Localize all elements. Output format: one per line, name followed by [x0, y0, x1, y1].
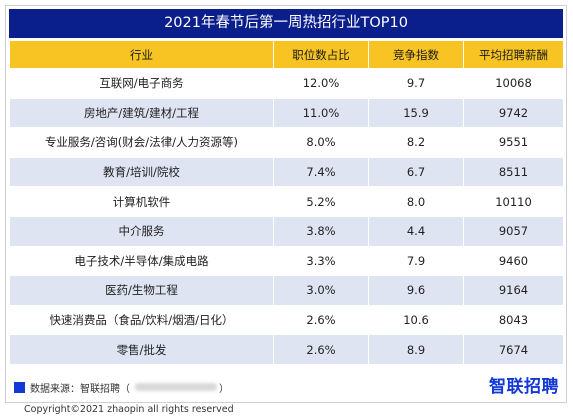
competition-cell: 4.4 — [368, 215, 464, 247]
column-header: 平均招聘薪酬 — [463, 40, 564, 69]
share-cell: 5.2% — [273, 186, 369, 217]
competition-cell: 15.9 — [368, 97, 464, 129]
table-row: 房地产/建筑/建材/工程 11.0% 15.9 9742 — [9, 97, 564, 129]
share-cell: 7.4% — [273, 156, 369, 188]
share-cell: 8.0% — [273, 127, 369, 158]
industry-cell: 零售/批发 — [9, 334, 274, 365]
salary-cell: 9742 — [463, 97, 564, 129]
competition-cell: 8.9 — [368, 334, 464, 365]
copyright: Copyright©2021 zhaopin all rights reserv… — [24, 404, 234, 415]
salary-cell: 7674 — [463, 334, 564, 365]
competition-cell: 8.0 — [368, 186, 464, 217]
salary-cell: 10068 — [463, 68, 564, 99]
table-row: 电子技术/半导体/集成电路 3.3% 7.9 9460 — [9, 245, 564, 277]
industry-cell: 中介服务 — [9, 215, 274, 247]
share-cell: 3.3% — [273, 245, 369, 277]
table-row: 计算机软件 5.2% 8.0 10110 — [9, 186, 564, 217]
salary-cell: 8043 — [463, 304, 564, 336]
share-cell: 2.6% — [273, 334, 369, 365]
share-cell: 3.0% — [273, 275, 369, 306]
blurred-source-detail — [135, 383, 217, 391]
share-cell: 3.8% — [273, 215, 369, 247]
chart-title: 2021年春节后第一周热招行业TOP10 — [9, 9, 563, 38]
salary-cell: 8511 — [463, 156, 564, 188]
table-row: 零售/批发 2.6% 8.9 7674 — [9, 334, 564, 365]
share-cell: 2.6% — [273, 304, 369, 336]
table-row: 专业服务/咨询(财会/法律/人力资源等) 8.0% 8.2 9551 — [9, 127, 564, 158]
zhaopin-logo: 智联招聘 — [489, 377, 559, 397]
competition-cell: 10.6 — [368, 304, 464, 336]
industry-cell: 电子技术/半导体/集成电路 — [9, 245, 274, 277]
table-row: 教育/培训/院校 7.4% 6.7 8511 — [9, 156, 564, 188]
salary-cell: 10110 — [463, 186, 564, 217]
industry-cell: 教育/培训/院校 — [9, 156, 274, 188]
chart-frame: 2021年春节后第一周热招行业TOP10 行业 职位数占比 竞争指数 平均招聘薪… — [5, 5, 567, 403]
competition-cell: 7.9 — [368, 245, 464, 277]
source-note: 数据来源：智联招聘（ — [30, 384, 130, 395]
table-row: 互联网/电子商务 12.0% 9.7 10068 — [9, 68, 564, 99]
column-header: 职位数占比 — [273, 40, 369, 69]
industry-table: 行业 职位数占比 竞争指数 平均招聘薪酬 互联网/电子商务 12.0% 9.7 100… — [9, 40, 564, 365]
column-header: 竞争指数 — [368, 40, 464, 69]
share-cell: 11.0% — [273, 97, 369, 129]
column-header: 行业 — [9, 40, 274, 69]
header-row: 行业 职位数占比 竞争指数 平均招聘薪酬 — [9, 40, 564, 69]
industry-cell: 房地产/建筑/建材/工程 — [9, 97, 274, 129]
salary-cell: 9551 — [463, 127, 564, 158]
salary-cell: 9460 — [463, 245, 564, 277]
table-row: 快速消费品（食品/饮料/烟酒/日化） 2.6% 10.6 8043 — [9, 304, 564, 336]
competition-cell: 8.2 — [368, 127, 464, 158]
salary-cell: 9164 — [463, 275, 564, 306]
competition-cell: 9.6 — [368, 275, 464, 306]
industry-cell: 专业服务/咨询(财会/法律/人力资源等) — [9, 127, 274, 158]
industry-cell: 互联网/电子商务 — [9, 68, 274, 99]
industry-cell: 快速消费品（食品/饮料/烟酒/日化） — [9, 304, 274, 336]
competition-cell: 6.7 — [368, 156, 464, 188]
legend-square-icon — [14, 382, 25, 393]
share-cell: 12.0% — [273, 68, 369, 99]
table-row: 中介服务 3.8% 4.4 9057 — [9, 215, 564, 247]
industry-cell: 医药/生物工程 — [9, 275, 274, 306]
footer: 数据来源：智联招聘（ ） 智联招聘 — [9, 376, 563, 398]
table-row: 医药/生物工程 3.0% 9.6 9164 — [9, 275, 564, 306]
competition-cell: 9.7 — [368, 68, 464, 99]
source-note-close: ） — [219, 384, 229, 395]
salary-cell: 9057 — [463, 215, 564, 247]
industry-cell: 计算机软件 — [9, 186, 274, 217]
